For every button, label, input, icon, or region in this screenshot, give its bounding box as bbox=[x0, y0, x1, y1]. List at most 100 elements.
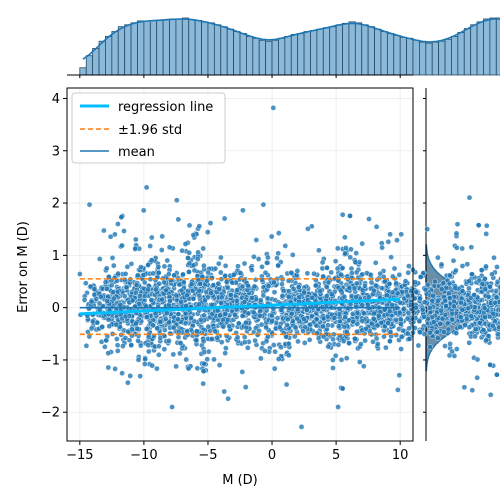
scatter-point bbox=[284, 382, 289, 387]
scatter-point bbox=[120, 243, 125, 248]
scatter-point bbox=[438, 321, 443, 326]
scatter-point bbox=[107, 324, 112, 329]
scatter-point bbox=[106, 365, 111, 370]
histogram-bar bbox=[170, 19, 176, 75]
scatter-point bbox=[467, 279, 472, 284]
scatter-point bbox=[259, 264, 264, 269]
scatter-point bbox=[363, 326, 368, 331]
scatter-point bbox=[491, 311, 496, 316]
scatter-point bbox=[272, 366, 277, 371]
scatter-point bbox=[484, 231, 489, 236]
histogram-bar bbox=[246, 36, 252, 75]
scatter-point bbox=[106, 317, 111, 322]
scatter-point bbox=[184, 293, 189, 298]
scatter-point bbox=[458, 300, 463, 305]
scatter-point bbox=[296, 285, 301, 290]
scatter-point bbox=[223, 346, 228, 351]
scatter-point bbox=[201, 369, 206, 374]
scatter-point bbox=[104, 338, 109, 343]
scatter-point bbox=[363, 338, 368, 343]
x-tick-label-2: −5 bbox=[198, 448, 217, 463]
scatter-point bbox=[189, 282, 194, 287]
scatter-point bbox=[187, 261, 192, 266]
scatter-point bbox=[167, 245, 172, 250]
scatter-point bbox=[435, 330, 440, 335]
scatter-point bbox=[113, 366, 118, 371]
scatter-point bbox=[171, 325, 176, 330]
scatter-point bbox=[142, 294, 147, 299]
scatter-point bbox=[335, 266, 340, 271]
scatter-point bbox=[257, 313, 262, 318]
histogram-bar bbox=[317, 29, 323, 75]
scatter-point bbox=[440, 316, 445, 321]
scatter-point bbox=[166, 272, 171, 277]
scatter-point bbox=[176, 217, 181, 222]
x-tick-label-1: −10 bbox=[130, 448, 157, 463]
scatter-point bbox=[162, 264, 167, 269]
scatter-point bbox=[174, 293, 179, 298]
scatter-point bbox=[333, 259, 338, 264]
scatter-point bbox=[347, 341, 352, 346]
scatter-point bbox=[121, 228, 126, 233]
scatter-point bbox=[428, 344, 433, 349]
scatter-point bbox=[211, 357, 216, 362]
scatter-point bbox=[197, 224, 202, 229]
scatter-point bbox=[418, 274, 423, 279]
scatter-point bbox=[115, 343, 120, 348]
scatter-point bbox=[243, 320, 248, 325]
scatter-point bbox=[445, 321, 450, 326]
scatter-point bbox=[134, 283, 139, 288]
scatter-point bbox=[406, 270, 411, 275]
scatter-point bbox=[453, 268, 458, 273]
scatter-point bbox=[179, 299, 184, 304]
scatter-point bbox=[329, 292, 334, 297]
histogram-bar bbox=[343, 23, 349, 75]
scatter-point bbox=[373, 260, 378, 265]
scatter-point bbox=[394, 281, 399, 286]
scatter-point bbox=[104, 266, 109, 271]
scatter-point bbox=[264, 325, 269, 330]
scatter-point bbox=[464, 317, 469, 322]
histogram-bar bbox=[407, 38, 413, 75]
scatter-point bbox=[442, 343, 447, 348]
scatter-point bbox=[178, 340, 183, 345]
scatter-point bbox=[128, 373, 133, 378]
scatter-point bbox=[130, 298, 135, 303]
scatter-point bbox=[164, 288, 169, 293]
scatter-point bbox=[149, 298, 154, 303]
scatter-point bbox=[284, 322, 289, 327]
scatter-point bbox=[232, 312, 237, 317]
scatter-point bbox=[395, 387, 400, 392]
scatter-point bbox=[336, 324, 341, 329]
scatter-point bbox=[262, 348, 267, 353]
scatter-point bbox=[116, 271, 121, 276]
scatter-point bbox=[167, 298, 172, 303]
histogram-bar bbox=[419, 42, 425, 75]
scatter-point bbox=[249, 295, 254, 300]
histogram-bar bbox=[285, 36, 291, 75]
scatter-point bbox=[369, 321, 374, 326]
scatter-point bbox=[320, 260, 325, 265]
scatter-point bbox=[428, 330, 433, 335]
scatter-point bbox=[343, 251, 348, 256]
scatter-point bbox=[146, 349, 151, 354]
scatter-point bbox=[191, 296, 196, 301]
scatter-point bbox=[354, 304, 359, 309]
scatter-point bbox=[494, 372, 499, 377]
scatter-point bbox=[431, 293, 436, 298]
scatter-point bbox=[133, 321, 138, 326]
scatter-point bbox=[439, 287, 444, 292]
scatter-point bbox=[217, 363, 222, 368]
scatter-point bbox=[100, 324, 105, 329]
scatter-point bbox=[277, 325, 282, 330]
histogram-bar bbox=[310, 31, 316, 75]
scatter-point bbox=[490, 323, 495, 328]
scatter-point bbox=[405, 316, 410, 321]
scatter-point bbox=[215, 335, 220, 340]
scatter-point bbox=[488, 392, 493, 397]
scatter-point bbox=[416, 343, 421, 348]
scatter-point bbox=[119, 215, 124, 220]
histogram-bar bbox=[471, 25, 477, 75]
histogram-bar bbox=[150, 20, 156, 75]
